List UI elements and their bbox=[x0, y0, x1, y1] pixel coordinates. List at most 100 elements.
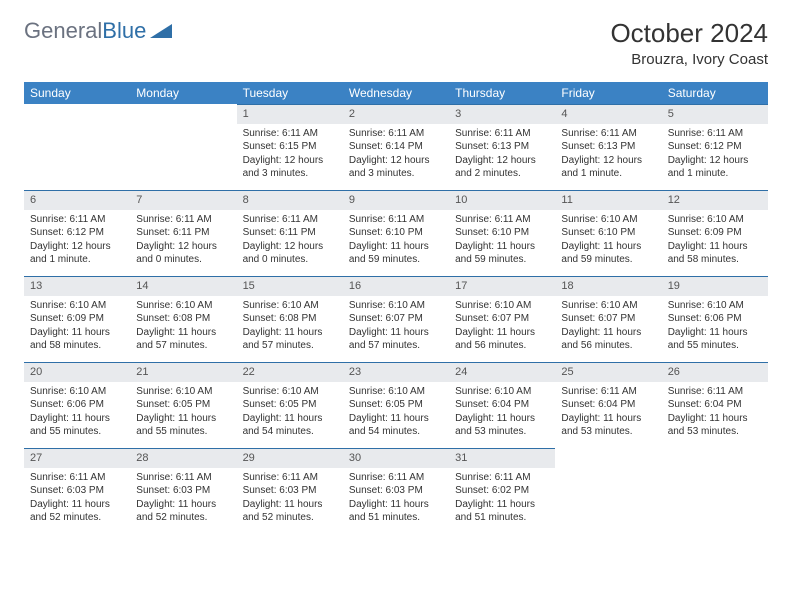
calendar-day-cell: 18Sunrise: 6:10 AMSunset: 6:07 PMDayligh… bbox=[555, 276, 661, 362]
daylight-text: Daylight: 11 hours and 59 minutes. bbox=[455, 240, 549, 267]
sunrise-text: Sunrise: 6:11 AM bbox=[349, 213, 443, 227]
sunset-text: Sunset: 6:03 PM bbox=[136, 484, 230, 498]
sunset-text: Sunset: 6:04 PM bbox=[455, 398, 549, 412]
sunrise-text: Sunrise: 6:11 AM bbox=[349, 471, 443, 485]
sunrise-text: Sunrise: 6:11 AM bbox=[455, 471, 549, 485]
day-number bbox=[24, 104, 130, 124]
calendar-day-cell: 6Sunrise: 6:11 AMSunset: 6:12 PMDaylight… bbox=[24, 190, 130, 276]
calendar-day-cell: 2Sunrise: 6:11 AMSunset: 6:14 PMDaylight… bbox=[343, 104, 449, 190]
calendar-day-cell: 8Sunrise: 6:11 AMSunset: 6:11 PMDaylight… bbox=[237, 190, 343, 276]
sunrise-text: Sunrise: 6:10 AM bbox=[136, 385, 230, 399]
calendar-day-cell: 20Sunrise: 6:10 AMSunset: 6:06 PMDayligh… bbox=[24, 362, 130, 448]
sunset-text: Sunset: 6:02 PM bbox=[455, 484, 549, 498]
daylight-text: Daylight: 11 hours and 57 minutes. bbox=[136, 326, 230, 353]
day-content: Sunrise: 6:10 AMSunset: 6:09 PMDaylight:… bbox=[24, 296, 130, 359]
sunset-text: Sunset: 6:03 PM bbox=[243, 484, 337, 498]
calendar-day-cell: 16Sunrise: 6:10 AMSunset: 6:07 PMDayligh… bbox=[343, 276, 449, 362]
sunset-text: Sunset: 6:05 PM bbox=[136, 398, 230, 412]
calendar-week-row: 13Sunrise: 6:10 AMSunset: 6:09 PMDayligh… bbox=[24, 276, 768, 362]
sunset-text: Sunset: 6:12 PM bbox=[30, 226, 124, 240]
calendar-day-cell: 24Sunrise: 6:10 AMSunset: 6:04 PMDayligh… bbox=[449, 362, 555, 448]
calendar-week-row: 20Sunrise: 6:10 AMSunset: 6:06 PMDayligh… bbox=[24, 362, 768, 448]
day-number bbox=[555, 448, 661, 468]
day-number: 5 bbox=[662, 104, 768, 124]
calendar-day-cell bbox=[130, 104, 236, 190]
day-content: Sunrise: 6:11 AMSunset: 6:03 PMDaylight:… bbox=[237, 468, 343, 531]
location: Brouzra, Ivory Coast bbox=[610, 51, 768, 68]
day-content: Sunrise: 6:11 AMSunset: 6:11 PMDaylight:… bbox=[130, 210, 236, 273]
day-number: 27 bbox=[24, 448, 130, 468]
sunset-text: Sunset: 6:07 PM bbox=[455, 312, 549, 326]
sunrise-text: Sunrise: 6:11 AM bbox=[136, 213, 230, 227]
day-content: Sunrise: 6:11 AMSunset: 6:11 PMDaylight:… bbox=[237, 210, 343, 273]
day-content: Sunrise: 6:11 AMSunset: 6:04 PMDaylight:… bbox=[555, 382, 661, 445]
sunrise-text: Sunrise: 6:11 AM bbox=[30, 471, 124, 485]
sunrise-text: Sunrise: 6:10 AM bbox=[136, 299, 230, 313]
daylight-text: Daylight: 11 hours and 52 minutes. bbox=[136, 498, 230, 525]
sunrise-text: Sunrise: 6:10 AM bbox=[561, 299, 655, 313]
sunrise-text: Sunrise: 6:10 AM bbox=[455, 299, 549, 313]
day-content: Sunrise: 6:10 AMSunset: 6:05 PMDaylight:… bbox=[237, 382, 343, 445]
sunrise-text: Sunrise: 6:10 AM bbox=[243, 385, 337, 399]
daylight-text: Daylight: 11 hours and 59 minutes. bbox=[349, 240, 443, 267]
sunrise-text: Sunrise: 6:10 AM bbox=[668, 213, 762, 227]
weekday-header: Thursday bbox=[449, 82, 555, 104]
day-number: 24 bbox=[449, 362, 555, 382]
daylight-text: Daylight: 11 hours and 56 minutes. bbox=[561, 326, 655, 353]
day-content: Sunrise: 6:11 AMSunset: 6:15 PMDaylight:… bbox=[237, 124, 343, 187]
calendar-day-cell: 15Sunrise: 6:10 AMSunset: 6:08 PMDayligh… bbox=[237, 276, 343, 362]
day-number: 13 bbox=[24, 276, 130, 296]
day-content: Sunrise: 6:11 AMSunset: 6:02 PMDaylight:… bbox=[449, 468, 555, 531]
calendar-body: 1Sunrise: 6:11 AMSunset: 6:15 PMDaylight… bbox=[24, 104, 768, 534]
calendar-day-cell: 3Sunrise: 6:11 AMSunset: 6:13 PMDaylight… bbox=[449, 104, 555, 190]
weekday-header: Sunday bbox=[24, 82, 130, 104]
calendar-day-cell: 5Sunrise: 6:11 AMSunset: 6:12 PMDaylight… bbox=[662, 104, 768, 190]
daylight-text: Daylight: 11 hours and 56 minutes. bbox=[455, 326, 549, 353]
daylight-text: Daylight: 11 hours and 58 minutes. bbox=[30, 326, 124, 353]
day-content: Sunrise: 6:10 AMSunset: 6:06 PMDaylight:… bbox=[662, 296, 768, 359]
logo-text-2: Blue bbox=[102, 18, 146, 44]
day-content: Sunrise: 6:11 AMSunset: 6:13 PMDaylight:… bbox=[555, 124, 661, 187]
day-number: 3 bbox=[449, 104, 555, 124]
sunset-text: Sunset: 6:03 PM bbox=[30, 484, 124, 498]
day-number: 26 bbox=[662, 362, 768, 382]
day-number bbox=[130, 104, 236, 124]
logo-text-1: General bbox=[24, 18, 102, 44]
day-content: Sunrise: 6:11 AMSunset: 6:14 PMDaylight:… bbox=[343, 124, 449, 187]
sunset-text: Sunset: 6:04 PM bbox=[668, 398, 762, 412]
day-number: 14 bbox=[130, 276, 236, 296]
sunrise-text: Sunrise: 6:10 AM bbox=[349, 385, 443, 399]
day-number: 25 bbox=[555, 362, 661, 382]
calendar-week-row: 27Sunrise: 6:11 AMSunset: 6:03 PMDayligh… bbox=[24, 448, 768, 534]
day-content: Sunrise: 6:10 AMSunset: 6:05 PMDaylight:… bbox=[130, 382, 236, 445]
day-content: Sunrise: 6:10 AMSunset: 6:07 PMDaylight:… bbox=[343, 296, 449, 359]
day-number: 9 bbox=[343, 190, 449, 210]
sunset-text: Sunset: 6:11 PM bbox=[243, 226, 337, 240]
calendar-day-cell bbox=[555, 448, 661, 534]
calendar-table: SundayMondayTuesdayWednesdayThursdayFrid… bbox=[24, 82, 768, 534]
calendar-day-cell: 1Sunrise: 6:11 AMSunset: 6:15 PMDaylight… bbox=[237, 104, 343, 190]
daylight-text: Daylight: 12 hours and 1 minute. bbox=[668, 154, 762, 181]
calendar-day-cell: 21Sunrise: 6:10 AMSunset: 6:05 PMDayligh… bbox=[130, 362, 236, 448]
sunrise-text: Sunrise: 6:11 AM bbox=[243, 471, 337, 485]
title-block: October 2024 Brouzra, Ivory Coast bbox=[610, 18, 768, 68]
day-content: Sunrise: 6:11 AMSunset: 6:03 PMDaylight:… bbox=[24, 468, 130, 531]
day-content: Sunrise: 6:10 AMSunset: 6:05 PMDaylight:… bbox=[343, 382, 449, 445]
sunset-text: Sunset: 6:10 PM bbox=[349, 226, 443, 240]
sunrise-text: Sunrise: 6:10 AM bbox=[561, 213, 655, 227]
calendar-day-cell bbox=[662, 448, 768, 534]
sunrise-text: Sunrise: 6:11 AM bbox=[349, 127, 443, 141]
calendar-day-cell: 10Sunrise: 6:11 AMSunset: 6:10 PMDayligh… bbox=[449, 190, 555, 276]
sunrise-text: Sunrise: 6:10 AM bbox=[455, 385, 549, 399]
logo-triangle-icon bbox=[150, 24, 172, 38]
calendar-day-cell: 25Sunrise: 6:11 AMSunset: 6:04 PMDayligh… bbox=[555, 362, 661, 448]
sunrise-text: Sunrise: 6:11 AM bbox=[136, 471, 230, 485]
day-number: 21 bbox=[130, 362, 236, 382]
sunset-text: Sunset: 6:14 PM bbox=[349, 140, 443, 154]
calendar-week-row: 1Sunrise: 6:11 AMSunset: 6:15 PMDaylight… bbox=[24, 104, 768, 190]
calendar-day-cell: 11Sunrise: 6:10 AMSunset: 6:10 PMDayligh… bbox=[555, 190, 661, 276]
day-number: 1 bbox=[237, 104, 343, 124]
weekday-header: Tuesday bbox=[237, 82, 343, 104]
sunrise-text: Sunrise: 6:10 AM bbox=[243, 299, 337, 313]
daylight-text: Daylight: 11 hours and 55 minutes. bbox=[30, 412, 124, 439]
